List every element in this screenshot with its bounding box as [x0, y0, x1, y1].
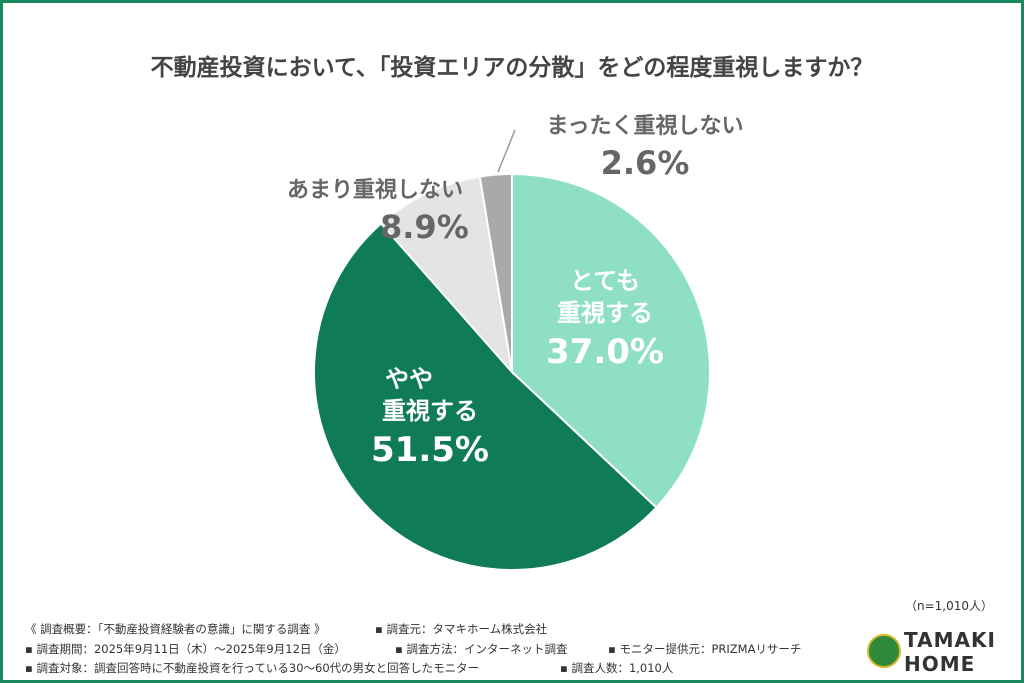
label-slice-3: まったく重視しない 2.6% [530, 112, 760, 185]
slice-2-name: あまり重視しない [286, 178, 463, 203]
logo-text: TAMAKI HOME [904, 628, 996, 676]
slice-1-name1: やや [385, 365, 433, 393]
pie-slice-2 [379, 175, 514, 376]
slice-2-value: 8.9% [380, 207, 469, 246]
pie-slice-3 [478, 172, 513, 373]
slice-0-name2: 重視する [557, 299, 653, 328]
slice-0-name1: とても [569, 267, 641, 295]
footer-period: ▪ 調査期間：2025年9月11日（木）～2025年9月12日（金） [25, 642, 346, 656]
pie-slice-0 [511, 172, 711, 509]
leader-line [497, 129, 516, 173]
tamaki-home-logo-icon [867, 634, 901, 668]
sample-size: （n=1,010人） [905, 599, 994, 613]
footer-method: ▪ 調査方法：インターネット調査 [395, 642, 568, 656]
pie-slice-1 [313, 222, 658, 571]
logo-line2: HOME [904, 652, 976, 676]
label-slice-1: やや 重視する 51.5% [370, 363, 490, 474]
footer-monitor: ▪ モニター提供元：PRIZMAリサーチ [608, 642, 802, 656]
chart-title: 不動産投資において、「投資エリアの分散」をどの程度重視しますか？ [150, 55, 874, 81]
slice-1-value: 51.5% [371, 429, 489, 470]
footer-target: ▪ 調査対象：調査回答時に不動産投資を行っている30～60代の男女と回答したモニ… [25, 661, 480, 675]
footer-count: ▪ 調査人数：1,010人 [560, 661, 674, 675]
footer-source: ▪ 調査元：タマキホーム株式会社 [375, 622, 548, 636]
slice-3-name: まったく重視しない [546, 114, 744, 139]
slice-0-value: 37.0% [546, 331, 664, 372]
footer-overview: 《 調査概要：「不動産投資経験者の意識」に関する調査 》 [25, 622, 326, 636]
label-slice-0: とても 重視する 37.0% [540, 265, 670, 376]
slice-3-value: 2.6% [600, 143, 690, 182]
slice-1-name2: 重視する [382, 397, 478, 426]
logo-line1: TAMAKI [904, 628, 996, 652]
label-slice-2: あまり重視しない 8.9% [270, 176, 480, 249]
